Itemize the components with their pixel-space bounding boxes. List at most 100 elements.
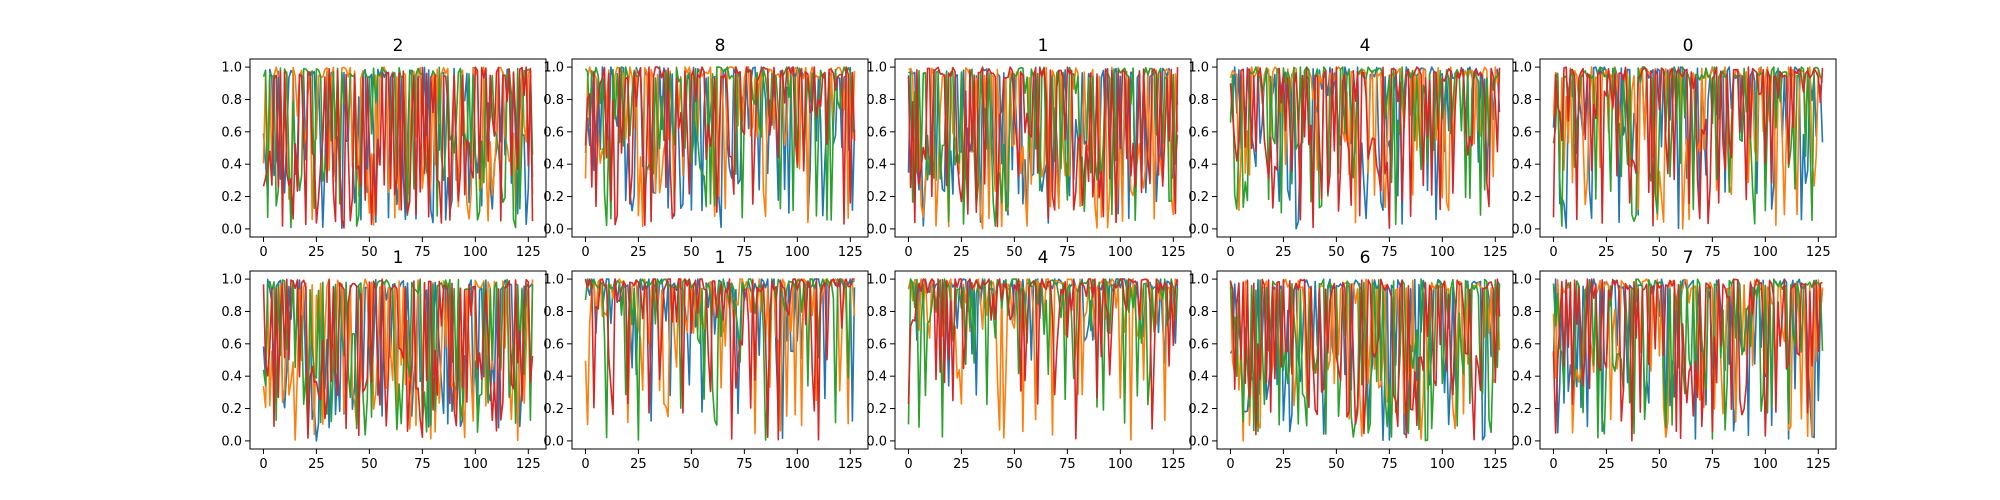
series-group	[584, 66, 856, 229]
series-line-4	[907, 278, 1179, 440]
y-tick-label: 0.4	[543, 158, 564, 173]
y-tick-label: 0.0	[866, 434, 887, 449]
y-tick-label: 0.8	[866, 93, 887, 108]
series-line-2	[908, 66, 1179, 230]
subplot-8: 0 25 50 75 100 125 0.0 0.2 0.4 0.6 0.8 1.0 4	[866, 248, 1192, 472]
y-tick-label: 1.0	[1188, 61, 1209, 76]
series-line-4	[1552, 278, 1823, 442]
subplot-title: 4	[1038, 248, 1049, 268]
x-tick-label: 50	[683, 245, 700, 260]
subplot-title: 1	[393, 248, 404, 268]
y-tick-label: 0.0	[543, 434, 564, 449]
axes-frame	[894, 58, 1192, 238]
x-tick-label: 125	[838, 457, 863, 472]
y-tick-label: 1.0	[1188, 273, 1209, 288]
axes-frame	[571, 58, 869, 238]
y-tick-label: 0.8	[543, 305, 564, 320]
y-tick-label: 0.2	[1188, 402, 1209, 417]
y-tick-label: 0.8	[1188, 305, 1209, 320]
x-tick-label: 75	[1704, 245, 1721, 260]
axes-frame	[1539, 58, 1837, 238]
x-tick-label: 75	[736, 457, 753, 472]
x-tick-label: 125	[1806, 457, 1831, 472]
axes-frame	[249, 270, 547, 450]
x-tick-label: 75	[1381, 457, 1398, 472]
x-tick-label: 25	[1598, 457, 1615, 472]
x-tick-label: 25	[953, 245, 970, 260]
subplot-title: 0	[1683, 36, 1694, 56]
subplot-title: 8	[715, 36, 726, 56]
y-tick-label: 0.2	[1511, 402, 1532, 417]
x-tick-label: 0	[1226, 457, 1234, 472]
y-tick-label: 0.4	[866, 158, 887, 173]
x-tick-label: 100	[463, 457, 488, 472]
y-tick-label: 0.8	[1511, 93, 1532, 108]
subplot-10: 0 25 50 75 100 125 0.0 0.2 0.4 0.6 0.8 1.0 7	[1511, 248, 1837, 472]
series-line-3	[1552, 66, 1823, 227]
series-group	[1229, 66, 1501, 230]
series-group	[262, 278, 534, 442]
y-tick-label: 0.0	[866, 222, 887, 237]
y-tick-label: 0.0	[1511, 222, 1532, 237]
series-group	[907, 66, 1179, 230]
series-group	[262, 66, 534, 229]
x-tick-label: 25	[1275, 245, 1292, 260]
x-tick-label: 100	[1108, 457, 1133, 472]
subplot-5: 0 25 50 75 100 125 0.0 0.2 0.4 0.6 0.8 1.0 0	[1511, 36, 1837, 260]
y-tick-label: 0.0	[1511, 434, 1532, 449]
y-tick-label: 0.6	[543, 337, 564, 352]
series-group	[1552, 278, 1824, 442]
y-tick-label: 1.0	[1511, 273, 1532, 288]
y-tick-label: 0.2	[1188, 190, 1209, 205]
x-tick-label: 75	[414, 245, 431, 260]
x-tick-label: 50	[361, 245, 378, 260]
x-tick-label: 0	[1226, 245, 1234, 260]
series-line-3	[1552, 278, 1824, 440]
series-line-4	[584, 66, 856, 226]
x-tick-label: 0	[1549, 245, 1557, 260]
series-line-4	[584, 278, 855, 441]
x-tick-label: 25	[630, 245, 647, 260]
x-tick-label: 0	[581, 245, 589, 260]
y-tick-label: 0.6	[543, 125, 564, 140]
axes-frame	[894, 270, 1192, 450]
y-tick-label: 1.0	[1511, 61, 1532, 76]
y-tick-label: 0.2	[221, 190, 242, 205]
x-tick-label: 125	[1483, 457, 1508, 472]
series-line-4	[1229, 278, 1501, 441]
y-tick-label: 1.0	[543, 61, 564, 76]
subplot-1: 0 25 50 75 100 125 0.0 0.2 0.4 0.6 0.8 1.0 2	[221, 36, 547, 260]
series-group	[584, 278, 856, 441]
y-tick-label: 0.8	[1511, 305, 1532, 320]
subplot-4: 0 25 50 75 100 125 0.0 0.2 0.4 0.6 0.8 1.0 4	[1188, 36, 1514, 260]
subplot-title: 1	[715, 248, 726, 268]
x-tick-label: 125	[516, 457, 541, 472]
x-tick-label: 50	[1651, 245, 1668, 260]
axes-frame	[571, 270, 869, 450]
x-tick-label: 0	[1549, 457, 1557, 472]
y-tick-label: 0.0	[1188, 222, 1209, 237]
y-tick-label: 0.2	[221, 402, 242, 417]
x-tick-label: 100	[1753, 457, 1778, 472]
subplot-title: 4	[1360, 36, 1371, 56]
y-tick-label: 0.6	[866, 337, 887, 352]
x-tick-label: 0	[259, 457, 267, 472]
y-tick-label: 0.6	[1511, 337, 1532, 352]
x-tick-label: 50	[361, 457, 378, 472]
subplot-7: 0 25 50 75 100 125 0.0 0.2 0.4 0.6 0.8 1.0 1	[543, 248, 869, 472]
y-tick-label: 0.4	[1511, 158, 1532, 173]
y-tick-label: 0.8	[866, 305, 887, 320]
y-tick-label: 1.0	[221, 61, 242, 76]
subplot-title: 6	[1360, 248, 1371, 268]
axes-frame	[1539, 270, 1837, 450]
series-line-4	[262, 66, 534, 229]
y-tick-label: 0.4	[221, 158, 242, 173]
x-tick-label: 100	[1108, 245, 1133, 260]
y-tick-label: 0.0	[1188, 434, 1209, 449]
subplot-3: 0 25 50 75 100 125 0.0 0.2 0.4 0.6 0.8 1.0 1	[866, 36, 1192, 260]
x-tick-label: 100	[1753, 245, 1778, 260]
y-tick-label: 0.6	[221, 125, 242, 140]
subplot-title: 1	[1038, 36, 1049, 56]
y-tick-label: 1.0	[866, 273, 887, 288]
axes-frame	[1216, 58, 1514, 238]
